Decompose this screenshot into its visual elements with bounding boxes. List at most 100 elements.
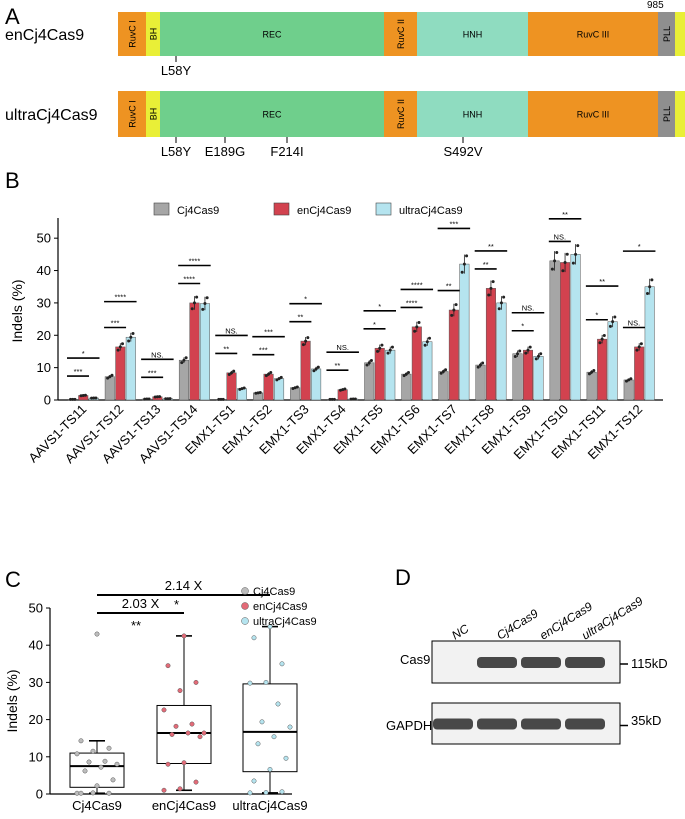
panel-letter-d: D — [395, 565, 411, 590]
b-dot-emx1-ts7-encj4cas9-0 — [450, 313, 454, 317]
b-bar-aavs1-ts12-ultracj4cas9 — [125, 336, 136, 401]
domain-label-hnh-1: HNH — [463, 110, 483, 120]
c-point-encj4cas9-11 — [161, 707, 167, 713]
b-dot-emx1-ts3-encj4cas9-2 — [306, 336, 310, 340]
c-point-ultracj4cas9-5 — [283, 755, 289, 761]
c-point-cj4cas9-12 — [90, 748, 96, 754]
c-point-cj4cas9-4 — [94, 783, 100, 789]
b-ytick-label-0: 0 — [44, 393, 51, 408]
b-bar-emx1-ts7-encj4cas9 — [448, 309, 459, 401]
b-dot-emx1-ts6-cj4cas9-0 — [402, 374, 406, 378]
c-point-cj4cas9-5 — [110, 777, 116, 783]
b-dot-emx1-ts2-encj4cas9-2 — [269, 371, 273, 375]
b-sig-label-ultra-emx1-ts4: NS. — [336, 343, 349, 352]
b-dot-aavs1-ts14-cj4cas9-0 — [180, 361, 184, 365]
domain-ruvc-ii-0 — [384, 12, 417, 56]
c-point-encj4cas9-6 — [169, 732, 175, 737]
b-dot-emx1-ts3-encj4cas9-1 — [304, 339, 308, 343]
c-ytick-label-30: 30 — [29, 675, 43, 690]
b-dot-emx1-ts8-cj4cas9-2 — [481, 361, 485, 365]
domain-wed-1 — [675, 91, 685, 137]
b-dot-aavs1-ts12-ultracj4cas9-1 — [129, 335, 133, 339]
wb-band-cas9-cj4cas9 — [477, 657, 517, 668]
b-dot-emx1-ts5-ultracj4cas9-0 — [386, 351, 390, 355]
wb-band-cas9-ultracj4cas9 — [565, 657, 605, 668]
panel-a-domain-diagram: 985 enCj4Cas9 RuvC I BH REC RuvC II HNH RuvC I… — [5, 0, 685, 159]
b-dot-emx1-ts5-encj4cas9-1 — [378, 346, 382, 350]
b-sig-label-ultra-aavs1-ts11: * — [82, 349, 85, 358]
b-dot-aavs1-ts12-cj4cas9-0 — [106, 376, 110, 380]
b-dot-emx1-ts5-cj4cas9-2 — [369, 359, 373, 363]
b-dot-emx1-ts12-ultracj4cas9-2 — [650, 278, 654, 282]
b-dot-emx1-ts7-cj4cas9-0 — [439, 371, 443, 375]
c-y-axis-label: Indels (%) — [4, 669, 20, 732]
wb-lane-ultracj4cas9: ultraCj4Cas9 — [579, 594, 646, 643]
b-dot-emx1-ts6-encj4cas9-2 — [417, 320, 421, 324]
b-sig-label-ultra-emx1-ts9: NS. — [522, 304, 535, 313]
domain-rec-0 — [160, 12, 384, 56]
b-ytick-label-10: 10 — [37, 360, 51, 375]
b-dot-emx1-ts3-ultracj4cas9-2 — [316, 365, 320, 369]
b-dot-emx1-ts4-ultracj4cas9-1 — [351, 397, 355, 401]
b-dot-emx1-ts11-cj4cas9-1 — [590, 370, 594, 374]
domain-label-ruvc-i-0: RuvC I — [128, 20, 138, 48]
b-dot-aavs1-ts11-encj4cas9-0 — [79, 394, 83, 398]
b-dot-aavs1-ts14-ultracj4cas9-0 — [201, 307, 205, 311]
mutation-label-s492v-1: S492V — [443, 144, 482, 159]
b-dot-emx1-ts12-cj4cas9-1 — [627, 378, 631, 382]
b-sig-label-ultra-emx1-ts1: NS. — [225, 326, 238, 335]
domain-label-ruvc-ii-1: RuvC II — [396, 99, 406, 129]
b-dot-emx1-ts10-encj4cas9-0 — [561, 269, 565, 273]
domain-wed-0 — [675, 12, 685, 56]
b-dot-emx1-ts5-ultracj4cas9-1 — [388, 348, 392, 352]
b-dot-emx1-ts9-ultracj4cas9-1 — [537, 354, 540, 358]
b-dot-emx1-ts2-encj4cas9-1 — [267, 372, 271, 376]
b-ytick-label-40: 40 — [37, 263, 51, 278]
b-dot-emx1-ts5-cj4cas9-0 — [365, 363, 369, 367]
b-dot-aavs1-ts14-encj4cas9-0 — [190, 307, 194, 311]
b-sig-label-en-emx1-ts3: ** — [297, 313, 303, 322]
c-point-encj4cas9-9 — [173, 723, 179, 729]
b-ytick-label-20: 20 — [37, 328, 51, 343]
b-bar-emx1-ts10-cj4cas9 — [549, 260, 560, 401]
b-y-axis-label: Indels (%) — [9, 279, 25, 342]
b-dot-aavs1-ts11-encj4cas9-1 — [81, 393, 85, 397]
domain-rec-1 — [160, 91, 384, 137]
b-dot-emx1-ts9-cj4cas9-2 — [518, 349, 522, 353]
c-ytick-label-10: 10 — [29, 749, 43, 764]
b-sig-label-en-emx1-ts6: **** — [406, 298, 418, 307]
b-sig-label-ultra-emx1-ts7: *** — [449, 219, 458, 228]
domain-label-bh-0: BH — [149, 28, 159, 41]
wb-band-gapdh-encj4cas9 — [521, 718, 561, 730]
c-point-ultracj4cas9-14 — [251, 635, 257, 641]
b-bar-emx1-ts5-encj4cas9 — [374, 347, 385, 401]
b-dot-emx1-ts7-cj4cas9-2 — [444, 368, 448, 372]
b-dot-emx1-ts7-cj4cas9-1 — [441, 370, 445, 374]
b-bar-aavs1-ts14-cj4cas9 — [178, 359, 189, 401]
c-point-encj4cas9-4 — [181, 760, 187, 766]
c-legend-label-cj4cas9: Cj4Cas9 — [253, 586, 295, 598]
b-dot-emx1-ts1-cj4cas9-2 — [221, 397, 225, 401]
b-dot-emx1-ts7-encj4cas9-1 — [452, 308, 456, 312]
c-point-ultracj4cas9-0 — [247, 790, 253, 796]
b-dot-emx1-ts6-ultracj4cas9-2 — [428, 336, 432, 340]
domain-pll-0 — [658, 12, 675, 56]
b-bar-emx1-ts3-cj4cas9 — [290, 387, 301, 401]
c-compare-label-1: 2.03 X — [122, 596, 160, 611]
domain-label-rec-1: REC — [262, 110, 282, 120]
b-dot-emx1-ts5-encj4cas9-2 — [380, 343, 384, 347]
wb-band-gapdh-nc — [433, 718, 473, 730]
b-dot-emx1-ts11-cj4cas9-2 — [592, 368, 596, 372]
b-bar-emx1-ts12-encj4cas9 — [634, 346, 645, 401]
b-dot-aavs1-ts11-cj4cas9-1 — [71, 397, 75, 401]
b-dot-emx1-ts5-cj4cas9-1 — [367, 361, 371, 365]
b-bar-emx1-ts3-encj4cas9 — [300, 340, 311, 401]
b-dot-emx1-ts4-ultracj4cas9-0 — [349, 397, 353, 401]
c-point-cj4cas9-3 — [78, 790, 84, 796]
c-compare-label-0: 2.14 X — [165, 578, 203, 593]
c-point-cj4cas9-6 — [82, 768, 88, 774]
b-dot-emx1-ts5-ultracj4cas9-2 — [390, 345, 394, 349]
c-point-ultracj4cas9-6 — [255, 741, 261, 747]
b-sig-label-ultra-aavs1-ts12: **** — [114, 293, 126, 302]
mutation-label-l58y-1: L58Y — [161, 144, 192, 159]
